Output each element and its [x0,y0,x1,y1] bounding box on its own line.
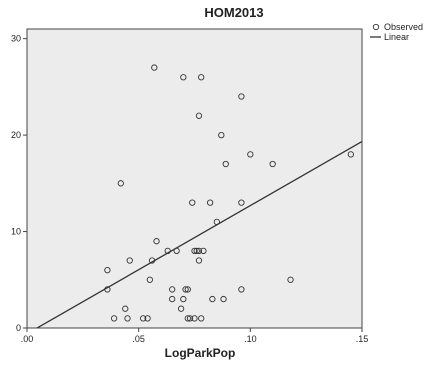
observed-point [218,131,225,139]
linear-fit-line [35,140,362,328]
chart-title: HOM2013 [204,5,263,20]
observed-point [191,315,198,322]
observed-point [139,315,147,322]
legend-observed-marker [372,23,380,31]
x-tick-label: .05 [132,334,145,344]
observed-point [104,266,111,274]
observed-point [177,305,185,312]
observed-point [184,286,191,293]
observed-point [198,315,205,322]
observed-point [186,315,194,322]
observed-point [169,295,176,303]
observed-point [287,276,294,283]
observed-point [191,247,198,254]
observed-point [269,160,276,168]
observed-point [238,199,245,206]
y-tick-label: 10 [11,227,21,237]
observed-point [180,295,187,303]
observed-point [151,64,158,71]
x-axis-label: LogParkPop [165,346,236,360]
observed-point [146,276,153,283]
observed-point [153,238,160,245]
observed-point [122,305,129,312]
observed-point [247,151,254,158]
y-tick-label: 30 [11,34,21,44]
observed-point [195,247,203,254]
observed-point [180,74,187,81]
observed-point [144,315,151,322]
observed-point [193,247,200,254]
plot-area: 0 10 20 30 .00 .05 .10 .15 [11,28,369,344]
observed-point [184,315,191,322]
observed-point [189,199,196,206]
observed-point [173,247,180,254]
y-tick-label: 20 [11,130,21,140]
x-tick-label: .10 [244,334,257,344]
observed-point [347,151,354,158]
observed-point [195,112,203,119]
x-tick-label: .15 [356,334,369,344]
observed-point [222,160,229,168]
observed-point [220,295,227,303]
observed-point [209,295,216,303]
observed-point [148,257,156,264]
observed-point [124,315,131,322]
y-tick-label: 0 [16,323,21,333]
legend-observed-label: Observed [384,22,423,32]
observed-point [198,74,205,81]
observed-point [182,286,189,293]
observed-point [164,247,171,254]
observed-point [169,286,176,293]
observed-point [110,315,118,322]
observed-point [238,286,245,293]
observed-point [117,180,124,187]
observed-point [206,199,214,206]
observed-point [200,247,207,254]
observed-point [195,257,203,264]
observed-point [213,218,220,226]
x-tick-label: .00 [21,334,34,344]
observed-point [104,286,111,293]
observed-point [126,257,133,264]
legend-linear-label: Linear [384,32,409,42]
observed-point [238,93,245,100]
plot-background [26,28,363,329]
